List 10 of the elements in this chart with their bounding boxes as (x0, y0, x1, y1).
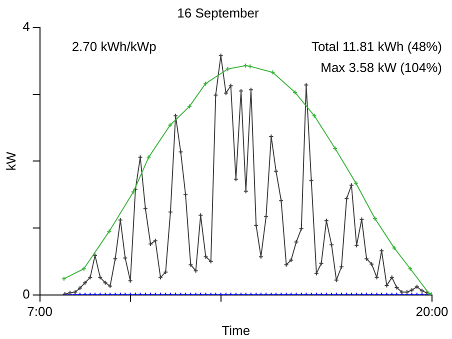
y-axis-title: kW (3, 151, 18, 171)
annotation: 2.70 kWh/kWp (72, 39, 156, 54)
x-tick-label: 7:00 (27, 304, 52, 320)
y-tick-label: 4 (22, 19, 30, 34)
annotation: Max 3.58 kW (104%) (320, 60, 442, 76)
chart-title: 16 September (177, 5, 260, 20)
y-tick-label: 0 (22, 286, 30, 302)
annotation: Total 11.81 kWh (48%) (311, 39, 442, 54)
x-tick-label: 20:00 (416, 304, 448, 320)
x-axis-title: Time (222, 322, 250, 338)
